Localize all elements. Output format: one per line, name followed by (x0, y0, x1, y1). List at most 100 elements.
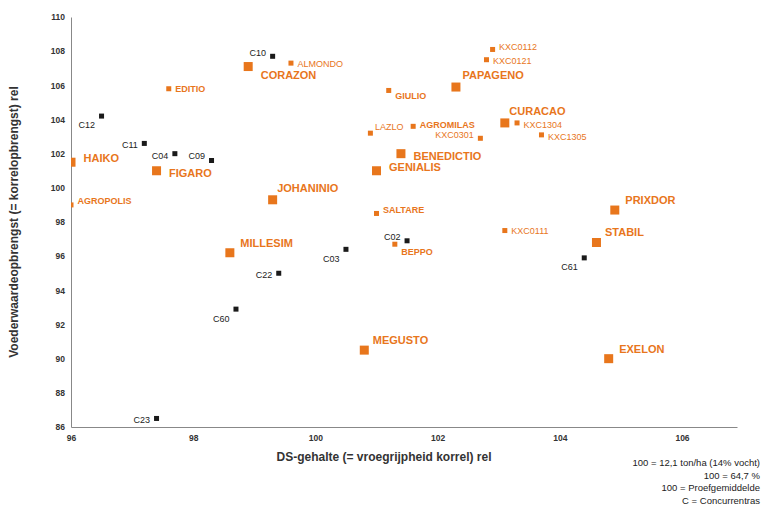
point-label: PAPAGENO (462, 69, 524, 81)
point (490, 47, 495, 52)
point (396, 149, 405, 158)
y-tick: 86 (56, 422, 71, 432)
point (209, 158, 214, 163)
x-tick-label: 106 (675, 433, 689, 443)
point (166, 86, 171, 91)
point (276, 271, 281, 276)
point-label: FIGARO (169, 167, 212, 179)
point-label: KXC0121 (493, 56, 532, 66)
y-tick: 90 (56, 354, 71, 364)
point-label: GIULIO (395, 91, 426, 101)
y-tick-label: 94 (56, 286, 66, 296)
point-label: JOHANINIO (277, 182, 339, 194)
point (582, 255, 587, 260)
point-label: GENIALIS (389, 161, 441, 173)
point-label: C60 (213, 314, 230, 324)
point-label: CORAZON (261, 69, 317, 81)
y-tick: 96 (56, 251, 71, 261)
point-label: KXC1305 (548, 132, 587, 142)
y-tick-label: 110 (51, 12, 65, 22)
point-label: HAIKO (84, 152, 120, 164)
point-label: KXC0111 (511, 226, 548, 236)
point (451, 83, 460, 92)
y-tick: 92 (56, 320, 71, 330)
point-label: STABIL (605, 226, 644, 238)
point (154, 416, 159, 421)
point (360, 346, 369, 355)
y-tick: 94 (56, 286, 71, 296)
point-label: BEPPO (401, 247, 433, 257)
x-tick-label: 100 (309, 433, 323, 443)
y-tick-label: 88 (56, 388, 66, 398)
point-label: EDITIO (175, 84, 205, 94)
point-label: AGROPOLIS (78, 196, 132, 206)
y-tick: 98 (56, 217, 71, 227)
point (502, 228, 507, 233)
point (343, 247, 348, 252)
point (270, 54, 275, 59)
point (372, 166, 381, 175)
point-label: KXC1304 (524, 120, 563, 130)
x-tick-label: 96 (67, 433, 77, 443)
point (386, 88, 391, 93)
y-tick-label: 96 (56, 251, 66, 261)
annotation: 100 = 12,1 ton/ha (14% vocht) (632, 457, 760, 468)
y-tick-label: 106 (51, 81, 65, 91)
point-label: MEGUSTO (373, 334, 429, 346)
point-label: C04 (152, 151, 169, 161)
x-tick: 98 (189, 427, 199, 443)
x-tick: 104 (553, 427, 567, 443)
point (484, 57, 489, 62)
point (374, 211, 379, 216)
x-tick: 100 (309, 427, 323, 443)
point (392, 242, 397, 247)
y-tick-label: 100 (51, 183, 65, 193)
point-label: C61 (561, 262, 578, 272)
y-tick: 106 (51, 81, 71, 91)
chart: 9698100102104106868890929496981001021041… (0, 0, 770, 513)
point (152, 166, 161, 175)
point-label: C22 (256, 270, 273, 280)
point-label: C09 (189, 151, 206, 161)
y-tick-label: 86 (56, 422, 66, 432)
point (592, 238, 601, 247)
point (539, 132, 544, 137)
point (71, 158, 76, 167)
point-label: PRIXDOR (625, 194, 675, 206)
point-label: LAZLO (375, 122, 404, 132)
point (515, 120, 520, 125)
x-axis-title: DS-gehalte (= vroegrijpheid korrel) rel (276, 450, 491, 464)
point (268, 195, 277, 204)
point (288, 61, 293, 66)
point-label: C11 (122, 140, 138, 150)
point (142, 141, 147, 146)
y-tick-label: 90 (56, 354, 66, 364)
y-tick-label: 108 (51, 46, 65, 56)
x-tick-label: 104 (553, 433, 567, 443)
x-tick-label: 98 (189, 433, 199, 443)
point (610, 206, 619, 215)
y-tick: 104 (51, 115, 71, 125)
point (368, 131, 373, 136)
x-tick: 102 (431, 427, 445, 443)
point-label: KXC0301 (435, 130, 474, 140)
point (244, 62, 253, 71)
point (411, 124, 416, 129)
x-axis-line (72, 427, 738, 428)
y-tick-label: 104 (51, 115, 65, 125)
y-tick: 88 (56, 388, 71, 398)
y-tick-label: 92 (56, 320, 66, 330)
point-label: KXC0112 (499, 42, 537, 52)
point-label: MILLESIM (240, 237, 293, 249)
point (233, 307, 238, 312)
point (405, 238, 410, 243)
point (478, 136, 483, 141)
x-tick: 106 (675, 427, 689, 443)
point (500, 118, 509, 127)
point-label: C23 (134, 415, 151, 425)
point (604, 354, 613, 363)
point (99, 114, 104, 119)
y-tick: 110 (51, 12, 71, 22)
point-label: AGROMILAS (420, 120, 475, 130)
annotation: C = Concurrentras (682, 495, 760, 506)
